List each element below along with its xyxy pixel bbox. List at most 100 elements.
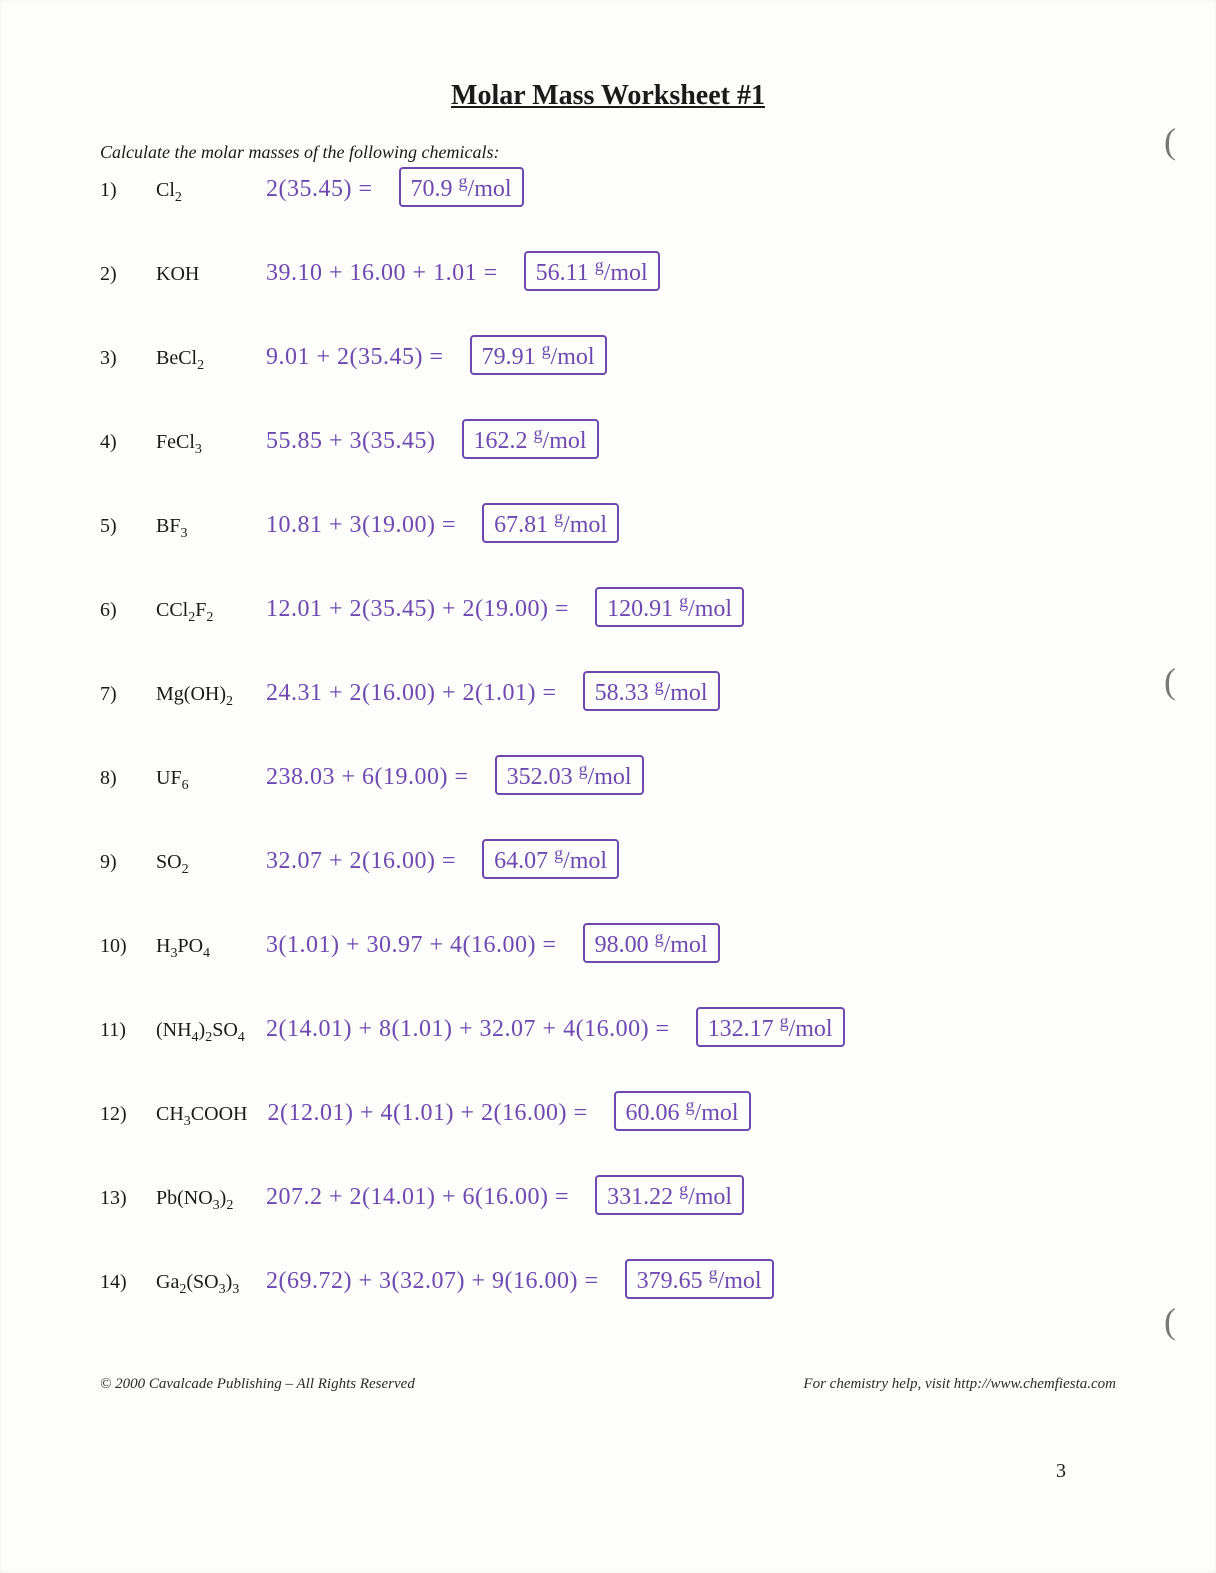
problem-row: 10) H3PO4 3(1.01) + 30.97 + 4(16.00) = 98.0… xyxy=(100,923,1116,963)
problem-number: 10) xyxy=(100,935,136,958)
answer-value: 331.22 xyxy=(607,1184,673,1210)
answer-value: 120.91 xyxy=(607,596,673,622)
answer-unit: g xyxy=(780,1011,789,1031)
problem-row: 13)Pb(NO3)2207.2 + 2(14.01) + 6(16.00) =… xyxy=(100,1175,1116,1215)
answer-box: 120.91 g/mol xyxy=(595,587,744,627)
problem-number: 7) xyxy=(100,683,136,706)
answer-box: 79.91 g/mol xyxy=(470,335,607,375)
footer: © 2000 Cavalcade Publishing – All Rights… xyxy=(100,1376,1116,1393)
answer-unit: g xyxy=(709,1263,718,1283)
chemical-formula: Pb(NO3)2 xyxy=(156,1187,246,1214)
problem-row: 11) (NH4)2SO4 2(14.01) + 8(1.01) + 32.07 +… xyxy=(100,1007,1116,1047)
handwritten-work: 2(35.45) = xyxy=(266,176,373,203)
footer-copyright: © 2000 Cavalcade Publishing – All Rights… xyxy=(100,1376,415,1393)
instructions-text: Calculate the molar masses of the follow… xyxy=(100,142,1116,163)
chemical-formula: Cl2 xyxy=(156,179,246,206)
worksheet-page: ( ( ( Molar Mass Worksheet #1 Calculate … xyxy=(0,0,1216,1573)
answer-value: 56.11 xyxy=(536,260,589,286)
problem-row: 2) KOH 39.10 + 16.00 + 1.01 = 56.11 g/mol xyxy=(100,251,1116,291)
answer-value: 70.9 xyxy=(411,176,453,202)
chemical-formula: H3PO4 xyxy=(156,935,246,962)
answer-box: 379.65 g/mol xyxy=(625,1259,774,1299)
problem-row: 3) BeCl2 9.01 + 2(35.45) = 79.91 g/mol xyxy=(100,335,1116,375)
margin-paren-bottom: ( xyxy=(1164,1300,1176,1342)
problem-row: 5) BF3 10.81 + 3(19.00) = 67.81 g/mol xyxy=(100,503,1116,543)
answer-value: 64.07 xyxy=(494,848,548,874)
answer-unit: g xyxy=(579,759,588,779)
answer-box: 132.17 g/mol xyxy=(696,1007,845,1047)
answer-value: 60.06 xyxy=(626,1100,680,1126)
problem-number: 13) xyxy=(100,1187,136,1210)
answer-box: 67.81 g/mol xyxy=(482,503,619,543)
handwritten-work: 10.81 + 3(19.00) = xyxy=(266,512,456,539)
answer-box: 64.07 g/mol xyxy=(482,839,619,879)
answer-box: 331.22 g/mol xyxy=(595,1175,744,1215)
problem-number: 2) xyxy=(100,263,136,286)
answer-value: 58.33 xyxy=(595,680,649,706)
answer-box: 162.2 g/mol xyxy=(462,419,599,459)
chemical-formula: FeCl3 xyxy=(156,431,246,458)
margin-paren-mid: ( xyxy=(1164,660,1176,702)
handwritten-work: 9.01 + 2(35.45) = xyxy=(266,344,444,371)
problem-row: 6) CCl2F2 12.01 + 2(35.45) + 2(19.00) = 120… xyxy=(100,587,1116,627)
handwritten-work: 3(1.01) + 30.97 + 4(16.00) = xyxy=(266,932,557,959)
answer-value: 379.65 xyxy=(637,1268,703,1294)
answer-unit: g xyxy=(554,843,563,863)
handwritten-work: 2(12.01) + 4(1.01) + 2(16.00) = xyxy=(267,1100,587,1127)
problem-number: 5) xyxy=(100,515,136,538)
chemical-formula: KOH xyxy=(156,263,246,286)
answer-unit: g xyxy=(459,171,468,191)
answer-box: 60.06 g/mol xyxy=(614,1091,751,1131)
worksheet-title: Molar Mass Worksheet #1 xyxy=(100,80,1116,112)
problem-number: 4) xyxy=(100,431,136,454)
chemical-formula: Mg(OH)2 xyxy=(156,683,246,710)
answer-unit: g xyxy=(534,423,543,443)
handwritten-work: 2(69.72) + 3(32.07) + 9(16.00) = xyxy=(266,1268,599,1295)
problem-number: 12) xyxy=(100,1103,136,1126)
handwritten-work: 39.10 + 16.00 + 1.01 = xyxy=(266,260,498,287)
chemical-formula: CCl2F2 xyxy=(156,599,246,626)
answer-unit: g xyxy=(679,1179,688,1199)
chemical-formula: BeCl2 xyxy=(156,347,246,374)
chemical-formula: BF3 xyxy=(156,515,246,542)
problem-row: 9) SO2 32.07 + 2(16.00) = 64.07 g/mol xyxy=(100,839,1116,879)
answer-box: 58.33 g/mol xyxy=(583,671,720,711)
problem-number: 1) xyxy=(100,179,136,202)
handwritten-work: 12.01 + 2(35.45) + 2(19.00) = xyxy=(266,596,569,623)
handwritten-work: 2(14.01) + 8(1.01) + 32.07 + 4(16.00) = xyxy=(266,1016,670,1043)
handwritten-work: 32.07 + 2(16.00) = xyxy=(266,848,456,875)
answer-unit: g xyxy=(655,675,664,695)
answer-value: 79.91 xyxy=(482,344,536,370)
chemical-formula: (NH4)2SO4 xyxy=(156,1019,246,1046)
handwritten-work: 24.31 + 2(16.00) + 2(1.01) = xyxy=(266,680,557,707)
answer-unit: g xyxy=(655,927,664,947)
problem-number: 3) xyxy=(100,347,136,370)
problem-row: 7) Mg(OH)2 24.31 + 2(16.00) + 2(1.01) = 58.… xyxy=(100,671,1116,711)
handwritten-work: 238.03 + 6(19.00) = xyxy=(266,764,469,791)
answer-box: 352.03 g/mol xyxy=(495,755,644,795)
chemical-formula: UF6 xyxy=(156,767,246,794)
problem-number: 8) xyxy=(100,767,136,790)
problem-row: 14)Ga2(SO3)32(69.72) + 3(32.07) + 9(16.0… xyxy=(100,1259,1116,1299)
chemical-formula: Ga2(SO3)3 xyxy=(156,1271,246,1298)
margin-paren-top: ( xyxy=(1164,120,1176,162)
problem-row: 12)CH3COOH2(12.01) + 4(1.01) + 2(16.00) … xyxy=(100,1091,1116,1131)
page-number: 3 xyxy=(1056,1460,1066,1483)
answer-value: 132.17 xyxy=(708,1016,774,1042)
footer-help-link: For chemistry help, visit http://www.che… xyxy=(803,1376,1116,1393)
problems-list: 1)Cl22(35.45) =70.9 g/mol2)KOH39.10 + 16… xyxy=(100,167,1116,1299)
answer-value: 98.00 xyxy=(595,932,649,958)
problem-number: 9) xyxy=(100,851,136,874)
answer-box: 56.11 g/mol xyxy=(524,251,660,291)
answer-value: 162.2 xyxy=(474,428,528,454)
answer-unit: g xyxy=(542,339,551,359)
answer-unit: g xyxy=(554,507,563,527)
answer-box: 98.00 g/mol xyxy=(583,923,720,963)
handwritten-work: 55.85 + 3(35.45) xyxy=(266,428,436,455)
problem-row: 1)Cl22(35.45) =70.9 g/mol xyxy=(100,167,1116,207)
problem-number: 11) xyxy=(100,1019,136,1042)
answer-unit: g xyxy=(686,1095,695,1115)
problem-number: 6) xyxy=(100,599,136,622)
chemical-formula: SO2 xyxy=(156,851,246,878)
problem-row: 4) FeCl3 55.85 + 3(35.45) 162.2 g/mol xyxy=(100,419,1116,459)
